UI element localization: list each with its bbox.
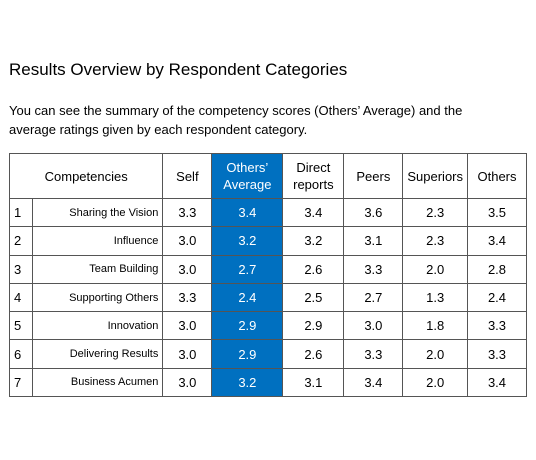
score-cell: 3.0 <box>162 339 213 369</box>
score-cell: 3.4 <box>467 226 527 256</box>
score-cell: 3.1 <box>282 367 345 398</box>
score-cell: 3.4 <box>282 197 345 228</box>
column-header: Peers <box>343 153 404 199</box>
score-cell: 3.6 <box>343 197 404 228</box>
score-cell: 3.0 <box>162 311 213 341</box>
score-cell: 2.6 <box>282 339 345 369</box>
score-cell: 3.5 <box>467 197 527 228</box>
row-number: 4 <box>9 282 33 313</box>
score-cell: 3.1 <box>343 226 404 256</box>
table-row: 6 Delivering Results 3.0 2.9 2.6 3.3 2.0 3.3 <box>9 339 527 369</box>
column-header: Self <box>162 153 213 199</box>
score-cell: 2.0 <box>402 367 468 398</box>
score-cell: 2.4 <box>467 282 527 313</box>
competency-name: Business Acumen <box>31 367 164 398</box>
score-cell: 1.3 <box>402 282 468 313</box>
results-table: Competencies Self Others’ Average Direct re… <box>8 153 527 398</box>
competency-name: Delivering Results <box>31 339 164 369</box>
score-cell: 3.4 <box>467 367 527 398</box>
score-cell: 3.2 <box>211 367 284 398</box>
score-cell: 2.7 <box>211 254 284 284</box>
header-row: Competencies Self Others’ Average Direct re… <box>8 153 527 199</box>
score-cell: 3.0 <box>162 226 213 256</box>
row-number: 7 <box>9 367 33 398</box>
table-row: 7 Business Acumen 3.0 3.2 3.1 3.4 2.0 3.4 <box>9 367 527 398</box>
table-row: 3 Team Building 3.0 2.7 2.6 3.3 2.0 2.8 <box>9 254 527 284</box>
table-row: 1 Sharing the Vision 3.3 3.4 3.4 3.6 2.3 3.5 <box>9 197 527 228</box>
score-cell: 2.5 <box>282 282 345 313</box>
score-cell: 2.0 <box>402 254 468 284</box>
column-header: Direct reports <box>282 153 345 199</box>
table-row: 5 Innovation 3.0 2.9 2.9 3.0 1.8 3.3 <box>9 311 527 341</box>
score-cell: 2.9 <box>282 311 345 341</box>
column-header: Superiors <box>402 153 468 199</box>
column-header: Competencies <box>8 153 164 199</box>
score-cell: 3.3 <box>467 339 527 369</box>
score-cell: 3.4 <box>211 197 284 228</box>
score-cell: 3.4 <box>343 367 404 398</box>
description: You can see the summary of the competenc… <box>9 103 463 137</box>
title: Results Overview by Respondent Categorie… <box>9 60 348 79</box>
row-number: 6 <box>9 339 33 369</box>
score-cell: 3.3 <box>343 254 404 284</box>
score-cell: 3.0 <box>162 367 213 398</box>
score-cell: 2.9 <box>211 339 284 369</box>
competency-name: Sharing the Vision <box>31 197 164 228</box>
score-cell: 2.0 <box>402 339 468 369</box>
competency-name: Team Building <box>31 254 164 284</box>
score-cell: 1.8 <box>402 311 468 341</box>
score-cell: 2.3 <box>402 197 468 228</box>
score-cell: 3.0 <box>343 311 404 341</box>
column-header: Others <box>467 153 527 199</box>
score-cell: 2.9 <box>211 311 284 341</box>
score-cell: 2.3 <box>402 226 468 256</box>
score-cell: 3.3 <box>467 311 527 341</box>
row-number: 1 <box>9 197 33 228</box>
column-header: Others’ Average <box>211 153 284 199</box>
competency-name: Innovation <box>31 311 164 341</box>
score-cell: 3.2 <box>282 226 345 256</box>
score-cell: 2.4 <box>211 282 284 313</box>
table-body: 1 Sharing the Vision 3.3 3.4 3.4 3.6 2.3 3.5 2 In… <box>9 197 527 398</box>
competency-name: Influence <box>31 226 164 256</box>
score-cell: 3.3 <box>162 282 213 313</box>
table-row: 4 Supporting Others 3.3 2.4 2.5 2.7 1.3 2.4 <box>9 282 527 313</box>
score-cell: 3.2 <box>211 226 284 256</box>
score-cell: 3.3 <box>162 197 213 228</box>
row-number: 5 <box>9 311 33 341</box>
score-cell: 2.8 <box>467 254 527 284</box>
score-cell: 2.7 <box>343 282 404 313</box>
row-number: 2 <box>9 226 33 256</box>
table-row: 2 Influence 3.0 3.2 3.2 3.1 2.3 3.4 <box>9 226 527 256</box>
score-cell: 2.6 <box>282 254 345 284</box>
score-cell: 3.0 <box>162 254 213 284</box>
row-number: 3 <box>9 254 33 284</box>
competency-name: Supporting Others <box>31 282 164 313</box>
score-cell: 3.3 <box>343 339 404 369</box>
